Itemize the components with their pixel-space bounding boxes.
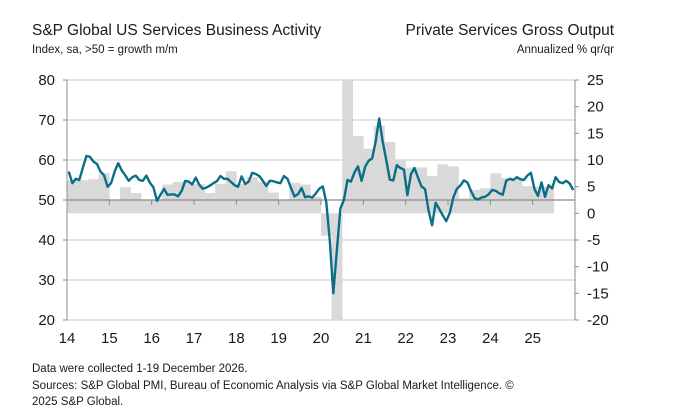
bar — [363, 148, 375, 214]
bar — [511, 178, 523, 214]
bar — [130, 193, 142, 214]
bar — [77, 180, 89, 214]
bar — [194, 184, 205, 214]
bar — [310, 196, 322, 214]
x-tick-label: 14 — [59, 330, 76, 347]
bar — [257, 181, 269, 214]
bar — [141, 200, 152, 214]
bar — [98, 173, 110, 214]
bar — [405, 167, 417, 214]
bar — [88, 179, 100, 214]
right-tick-label: 10 — [587, 152, 604, 169]
bar — [278, 200, 290, 214]
bar — [172, 181, 184, 214]
chart-subtitle-left: Index, sa, >50 = growth m/m — [32, 44, 178, 56]
left-tick-label: 30 — [38, 272, 55, 289]
right-tick-label: 25 — [587, 72, 604, 89]
pmi-line — [67, 117, 575, 295]
bar — [342, 80, 354, 214]
bar — [67, 180, 78, 214]
footer-line-1: Data were collected 1-19 December 2026. — [32, 363, 248, 375]
bar — [215, 184, 227, 214]
bar — [448, 166, 459, 214]
x-tick-label: 19 — [270, 330, 287, 347]
x-tick-label: 15 — [101, 330, 118, 347]
left-tick-label: 70 — [38, 112, 55, 129]
chart-title-right: Private Services Gross Output — [405, 22, 614, 39]
bar — [416, 167, 428, 214]
left-tick-label: 80 — [38, 72, 55, 89]
bar — [321, 213, 332, 236]
left-tick-label: 20 — [38, 312, 55, 329]
bar — [469, 189, 481, 214]
bar — [151, 200, 163, 214]
left-tick-label: 40 — [38, 232, 55, 249]
bar — [289, 182, 301, 214]
bar — [458, 198, 470, 214]
bar — [437, 164, 449, 214]
x-tick-label: 17 — [186, 330, 203, 347]
left-tick-label: 50 — [38, 192, 55, 209]
bar — [236, 184, 248, 214]
right-tick-label: 20 — [587, 99, 604, 116]
bar — [490, 173, 502, 214]
bar — [109, 200, 121, 214]
bar — [183, 181, 195, 214]
bar — [204, 193, 216, 214]
x-tick-label: 18 — [228, 330, 245, 347]
x-tick-label: 16 — [143, 330, 160, 347]
footer-line-2: Sources: S&P Global PMI, Bureau of Econo… — [32, 379, 514, 392]
right-tick-label: 15 — [587, 125, 604, 142]
bar — [352, 136, 364, 214]
right-tick-label: 0 — [587, 205, 595, 222]
x-tick-label: 23 — [440, 330, 457, 347]
bar — [225, 171, 237, 214]
bar — [426, 176, 438, 214]
bar — [162, 184, 174, 214]
bar — [500, 178, 512, 214]
right-tick-label: -20 — [587, 312, 609, 329]
chart-title-left: S&P Global US Services Business Activity — [32, 22, 322, 39]
right-tick-label: 5 — [587, 179, 595, 196]
bar — [246, 177, 258, 214]
bar — [299, 184, 311, 214]
x-tick-label: 22 — [397, 330, 414, 347]
left-tick-label: 60 — [38, 152, 55, 169]
bar — [373, 125, 385, 214]
footer-line-3: 2025 S&P Global. — [32, 396, 124, 408]
bar — [479, 188, 491, 214]
x-tick-label: 21 — [355, 330, 372, 347]
right-tick-label: -10 — [587, 259, 609, 276]
x-tick-label: 20 — [313, 330, 330, 347]
chart-footer: Data were collected 1-19 December 2026. … — [32, 361, 514, 411]
bar — [268, 192, 279, 214]
bar — [395, 160, 406, 214]
x-tick-label: 24 — [482, 330, 499, 347]
chart-subtitle-right: Annualized % qr/qr — [516, 44, 614, 56]
x-tick-label: 25 — [524, 330, 541, 347]
right-tick-label: -5 — [587, 232, 600, 249]
bar — [331, 213, 343, 320]
right-tick-label: -15 — [587, 285, 609, 302]
